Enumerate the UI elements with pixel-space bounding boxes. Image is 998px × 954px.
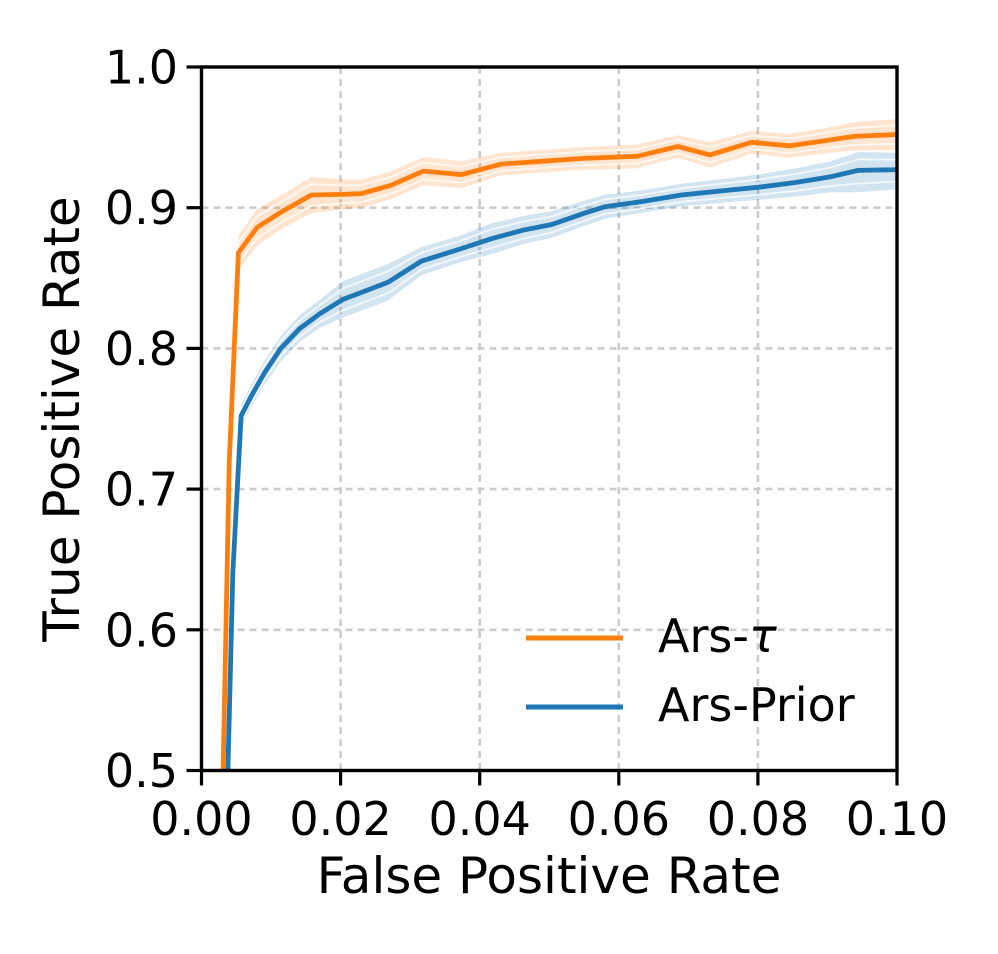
x-tick-label: 0.06 — [568, 792, 670, 846]
tick-label-layer: 0.00 0.02 0.04 0.06 0.08 0.10 0.5 0.6 0.7 0.8 0.9 1… — [105, 41, 948, 847]
y-tick-label: 1.0 — [105, 41, 178, 95]
band-inner-line — [227, 180, 897, 771]
series-ars-tau — [220, 119, 897, 771]
y-axis-label: True Positive Rate — [33, 196, 91, 642]
x-tick-label: 0.08 — [707, 792, 809, 846]
series-ars-prior — [225, 152, 897, 771]
y-tick-label: 0.6 — [105, 603, 178, 657]
band-inner-line — [222, 142, 897, 771]
band-inner-line — [227, 158, 897, 771]
legend-label-ars-prior: Ars-Prior — [658, 678, 855, 732]
y-tick-label: 0.5 — [105, 744, 178, 798]
y-tick-label: 0.7 — [105, 463, 178, 517]
legend-label-ars-tau-prefix: Ars- — [658, 609, 749, 663]
x-tick-label: 0.00 — [150, 792, 252, 846]
legend-label-ars-prior-prefix: Ars-Prior — [658, 678, 855, 732]
x-tick-label: 0.04 — [428, 792, 530, 846]
band-inner-line — [222, 124, 897, 771]
x-tick-label: 0.10 — [846, 792, 948, 846]
x-tick-label: 0.02 — [289, 792, 391, 846]
y-tick-label: 0.9 — [105, 181, 178, 235]
x-axis-label: False Positive Rate — [317, 847, 782, 905]
y-tick-label: 0.8 — [105, 322, 178, 376]
plot-border — [199, 65, 899, 773]
legend-label-ars-tau-symbol: τ — [749, 609, 777, 663]
grid-layer — [201, 67, 897, 771]
legend-label-ars-tau: Ars-τ — [658, 609, 777, 663]
tick-layer — [186, 65, 899, 786]
legend: Ars-τ Ars-Prior — [526, 609, 855, 732]
series-layer — [220, 119, 897, 771]
roc-line-ars-tau — [220, 132, 897, 771]
roc-line-ars-prior — [225, 167, 897, 771]
